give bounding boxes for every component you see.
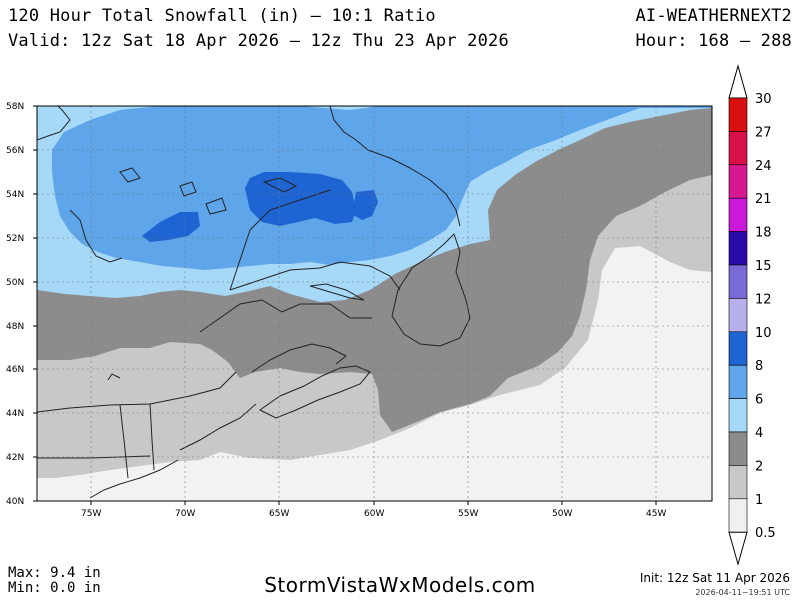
colorbar-swatch [728, 231, 748, 266]
colorbar-label: 2 [755, 459, 763, 474]
min-value: Min: 0.0 in [8, 580, 101, 596]
snow-band-8-east2 [352, 190, 378, 220]
coastlines [37, 106, 471, 499]
init-time: Init: 12z Sat 11 Apr 2026 [639, 571, 790, 585]
ungava-lakes [119, 167, 141, 183]
st-lawrence-south [199, 299, 372, 333]
colorbar-label: 18 [755, 226, 772, 241]
lon-label: 65W [269, 509, 289, 519]
colorbar-label: 4 [755, 426, 763, 441]
state-border-2 [149, 403, 155, 471]
newfoundland [391, 233, 471, 347]
lake-champlain [107, 373, 121, 381]
lat-label: 46N [6, 365, 24, 375]
nova-scotia [259, 365, 371, 419]
colorbar-label: 8 [755, 359, 763, 374]
maritimes [251, 343, 347, 373]
quebec-labrador-border [229, 189, 331, 291]
grid-lines [37, 106, 712, 501]
colorbar-swatch [728, 498, 748, 533]
snow-band-6 [37, 106, 712, 270]
colorbar-swatch [728, 298, 748, 333]
lon-label: 75W [81, 509, 101, 519]
colorbar-label: 21 [755, 192, 772, 207]
lon-label: 70W [175, 509, 195, 519]
hudson-bay-coast [37, 106, 71, 141]
lat-label: 56N [6, 146, 24, 156]
labrador-coast [329, 106, 461, 227]
colorbar-label: 27 [755, 125, 772, 140]
state-border-1 [119, 404, 129, 479]
colorbar-label: 12 [755, 292, 772, 307]
lat-label: 48N [6, 322, 24, 332]
lat-label: 50N [6, 278, 24, 288]
lat-label: 40N [6, 497, 24, 507]
colorbar-swatch [728, 197, 748, 232]
state-border-3 [37, 455, 151, 459]
new-england-coast [89, 459, 179, 499]
colorbar-bottom-arrow [728, 531, 748, 567]
colorbar-swatch [728, 97, 748, 132]
longitude-labels: 75W 70W 65W 60W 55W 50W 45W [81, 509, 666, 519]
colorbar-label: 15 [755, 259, 772, 274]
interior-lakes [179, 177, 298, 215]
colorbar-label: 30 [755, 92, 772, 107]
lon-label: 60W [364, 509, 384, 519]
lon-label: 55W [458, 509, 478, 519]
map-ticks [33, 105, 657, 505]
colorbar-swatch [728, 331, 748, 366]
colorbar-swatch [728, 431, 748, 466]
colorbar-swatch [728, 264, 748, 299]
colorbar-swatch [728, 465, 748, 500]
maine-coast [179, 403, 257, 451]
colorbar-swatch [728, 398, 748, 433]
snow-band-8-west [142, 212, 200, 242]
map-title: 120 Hour Total Snowfall (in) — 10:1 Rati… [8, 6, 436, 26]
map-area [37, 106, 712, 501]
colorbar-label: 0.5 [755, 526, 776, 541]
timestamp: 2026-04-11~19:51 UTC [695, 588, 790, 597]
lat-label: 54N [6, 190, 24, 200]
lon-label: 50W [552, 509, 572, 519]
valid-period: Valid: 12z Sat 18 Apr 2026 — 12z Thu 23 … [8, 31, 509, 51]
site-name: StormVistaWxModels.com [264, 573, 536, 597]
colorbar-swatch [728, 364, 748, 399]
lat-label: 58N [6, 102, 24, 112]
colorbar-label: 6 [755, 393, 763, 408]
colorbar-top-arrow [728, 64, 748, 99]
lat-label: 44N [6, 409, 24, 419]
lat-label: 42N [6, 453, 24, 463]
max-value: Max: 9.4 in [8, 565, 101, 581]
lat-label: 52N [6, 234, 24, 244]
colorbar-label: 1 [755, 493, 763, 508]
forecast-hours: Hour: 168 — 288 [635, 31, 792, 51]
model-name: AI-WEATHERNEXT2 [635, 6, 792, 26]
anticosti [309, 283, 365, 301]
colorbar-swatch [728, 164, 748, 199]
st-lawrence-north [229, 261, 401, 291]
snow-band-8-east [245, 172, 356, 226]
colorbar-label: 10 [755, 326, 772, 341]
colorbar-label: 24 [755, 159, 772, 174]
lon-label: 45W [646, 509, 666, 519]
colorbar-swatch [728, 131, 748, 166]
latitude-labels: 58N 56N 54N 52N 50N 48N 46N 44N 42N 40N [6, 102, 24, 507]
